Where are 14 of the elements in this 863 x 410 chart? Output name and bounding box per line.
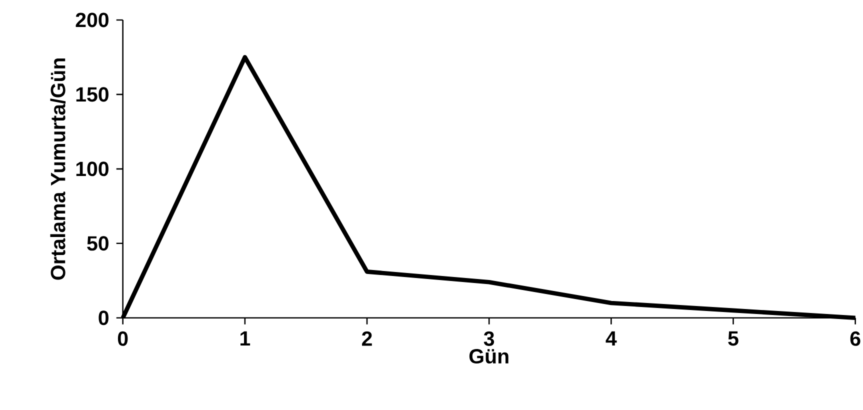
y-tick-label: 200 (76, 12, 108, 28)
y-tick-label: 0 (98, 310, 108, 326)
y-tick-label: 150 (76, 87, 108, 102)
x-tick-label: 0 (118, 331, 128, 346)
x-tick-label: 5 (728, 331, 738, 346)
x-tick-label: 3 (484, 331, 494, 346)
x-tick-label: 1 (240, 331, 250, 346)
y-axis-title: Ortalama Yumurta/Gün (50, 58, 66, 280)
x-axis-title: Gün (469, 349, 508, 364)
x-tick-label: 2 (362, 331, 372, 346)
y-tick-label: 50 (87, 236, 108, 251)
y-tick-label: 100 (76, 162, 108, 176)
x-tick-label: 6 (850, 331, 860, 346)
x-tick-label: 4 (606, 331, 617, 346)
